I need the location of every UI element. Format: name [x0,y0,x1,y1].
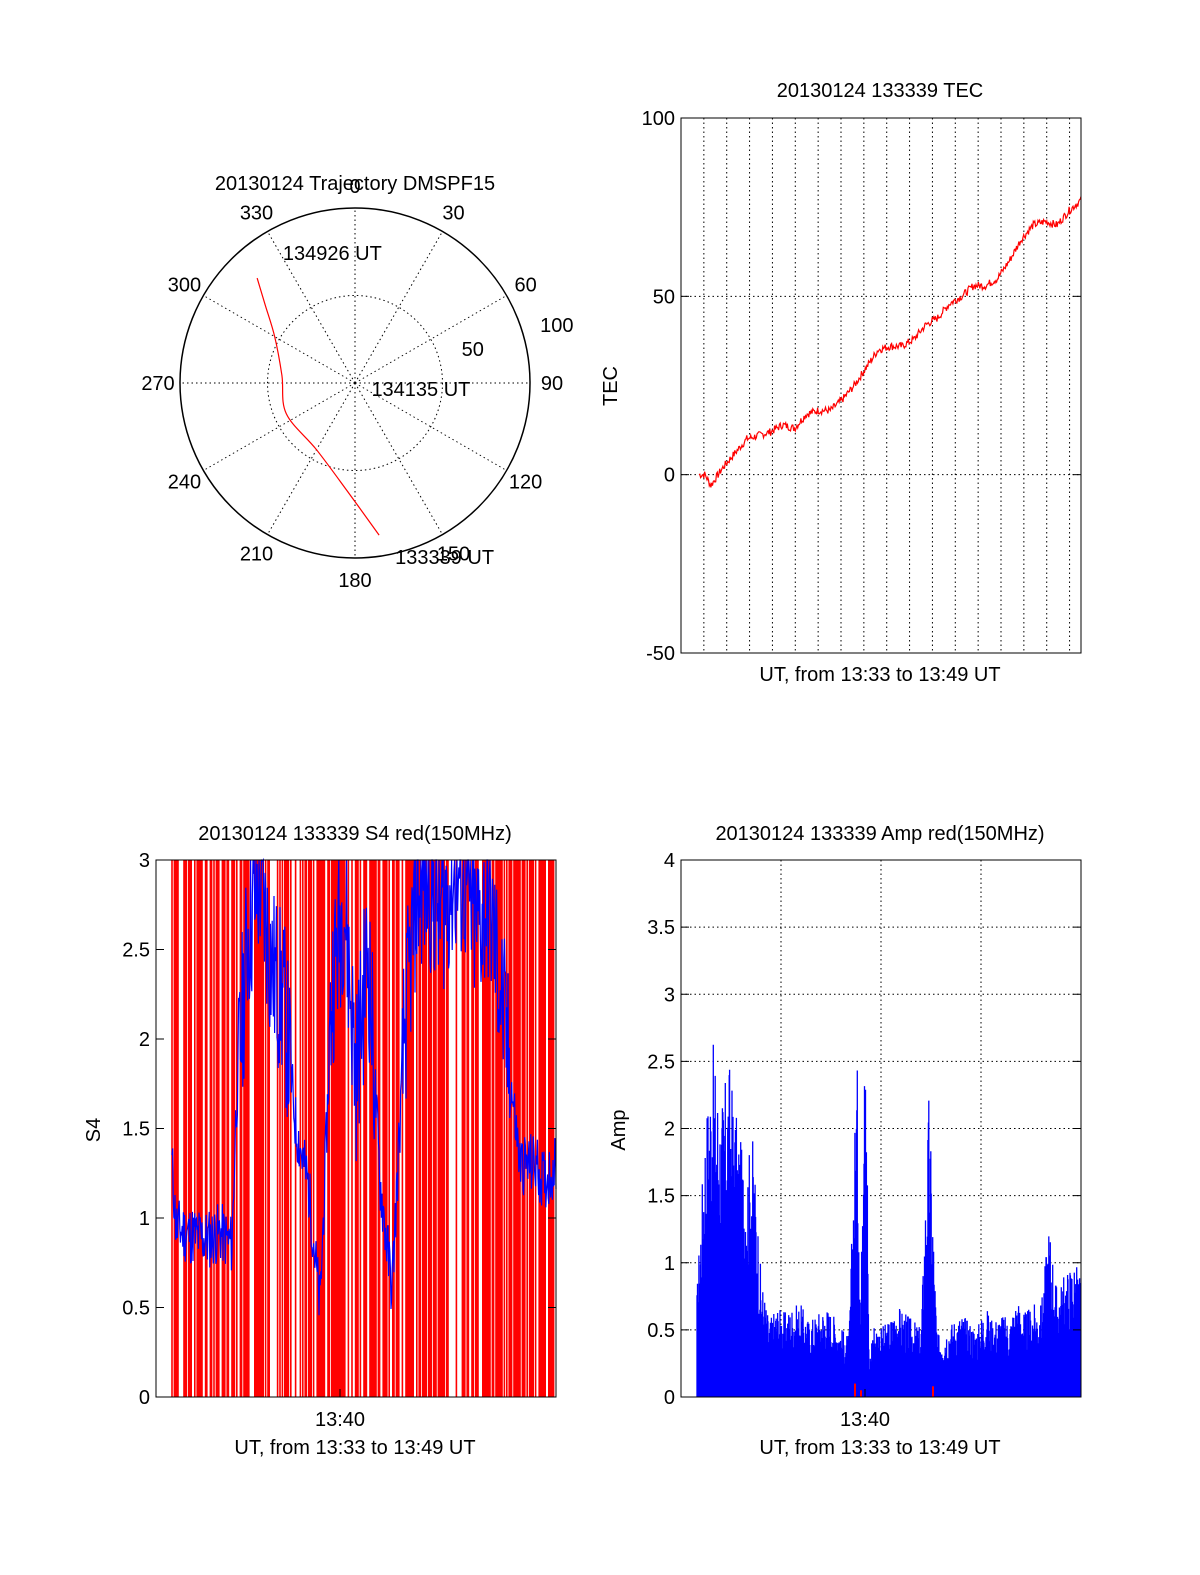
amp-plot-frame [680,859,1082,1398]
amp-xtick-label: 13:40 [840,1409,890,1431]
polar-title: 20130124 Trajectory DMSPF15 [215,173,495,195]
amp-title: 20130124 133339 Amp red(150MHz) [715,823,1044,845]
trajectory-line [256,277,380,536]
polar-outer-circle [179,207,531,559]
amp-ytick-label-2: 2 [664,1119,675,1141]
amp-ytick-label-3: 3 [664,984,675,1006]
amp-ytick-label-0.5: 0.5 [647,1320,675,1342]
s4-ytick-label-2: 2 [139,1029,150,1051]
amp-xlabel: UT, from 13:33 to 13:49 UT [759,1437,1000,1459]
s4-xticks: 13:40 [315,1389,365,1431]
polar-radius-label-100: 100 [540,315,573,337]
s4-ytick-label-1.5: 1.5 [122,1119,150,1141]
s4-ytick-label-0.5: 0.5 [122,1298,150,1320]
tec-grid [681,118,1081,653]
tec-title: 20130124 133339 TEC [777,80,983,102]
polar-angle-label-0: 0 [349,176,360,198]
tec-series-line [698,196,1082,488]
amp-blue-bars [696,1044,1082,1397]
amp-panel: 20130124 133339 Amp red(150MHz) UT, from… [608,823,1082,1459]
polar-angle-label-120: 120 [509,472,542,494]
polar-spoke-240 [203,382,356,471]
polar-angle-label-180: 180 [338,570,371,592]
s4-ytick-label-3: 3 [139,850,150,872]
tec-xlabel: UT, from 13:33 to 13:49 UT [759,664,1000,686]
polar-trajectory-panel: 20130124 Trajectory DMSPF15 0 30 60 90 120 15… [141,173,573,592]
tec-ytick-label-50: 50 [653,286,675,308]
amp-xticks: 13:40 [840,1389,890,1431]
s4-plot-frame [155,859,557,1398]
polar-ring-50 [267,295,443,471]
trajectory-annotations: 134926 UT 134135 UT 133339 UT [283,243,494,569]
polar-angle-label-330: 330 [240,202,273,224]
amp-ytick-label-1: 1 [664,1253,675,1275]
polar-angle-label-150: 150 [437,544,470,566]
amp-ylabel: Amp [608,1109,630,1150]
polar-angle-label-300: 300 [168,275,201,297]
s4-xlabel: UT, from 13:33 to 13:49 UT [234,1437,475,1459]
trajectory-annotation-2: 133339 UT [395,547,494,569]
tec-panel: 20130124 133339 TEC UT, from 13:33 to 13… [600,80,1082,686]
trajectory-annotation-1: 134135 UT [371,379,470,401]
tec-ylabel: TEC [600,366,622,406]
amp-ytick-label-0: 0 [664,1387,675,1409]
amp-ytick-label-4: 4 [664,850,675,872]
polar-angle-label-60: 60 [514,275,536,297]
s4-ytick-label-0: 0 [139,1387,150,1409]
polar-radius-labels: 50 100 [462,315,574,361]
s4-ytick-label-2.5: 2.5 [122,940,150,962]
tec-yticks: -50 0 50 100 [642,108,1081,665]
s4-title: 20130124 133339 S4 red(150MHz) [198,823,512,845]
amp-ytick-label-2.5: 2.5 [647,1051,675,1073]
s4-ylabel: S4 [83,1118,105,1142]
s4-xtick-label: 13:40 [315,1409,365,1431]
polar-grid [179,207,531,559]
tec-plot-frame [680,117,1082,654]
polar-angle-label-210: 210 [240,544,273,566]
tec-ytick-label-100: 100 [642,108,675,130]
amp-red-marks [854,1383,934,1397]
polar-angle-label-270: 270 [141,373,174,395]
polar-radius-label-50: 50 [462,339,484,361]
amp-ytick-label-1.5: 1.5 [647,1186,675,1208]
polar-angle-labels: 0 30 60 90 120 150 180 210 240 270 300 330 [141,176,563,592]
polar-angle-label-240: 240 [168,472,201,494]
tec-ytick-label-0: 0 [664,465,675,487]
trajectory-annotation-0: 134926 UT [283,243,382,265]
s4-blue-series [171,857,557,1316]
amp-ytick-label-3.5: 3.5 [647,917,675,939]
tec-ytick-label--50: -50 [646,643,675,665]
amp-yticks: 0 0.5 1 1.5 2 2.5 3 3.5 4 [647,850,1081,1409]
amp-blue-series [696,1044,1082,1397]
s4-panel: 20130124 133339 S4 red(150MHz) UT, from … [83,823,557,1459]
polar-angle-label-30: 30 [442,202,464,224]
polar-angle-label-90: 90 [541,373,563,395]
polar-spoke-210 [267,382,356,535]
s4-ytick-label-1: 1 [139,1208,150,1230]
